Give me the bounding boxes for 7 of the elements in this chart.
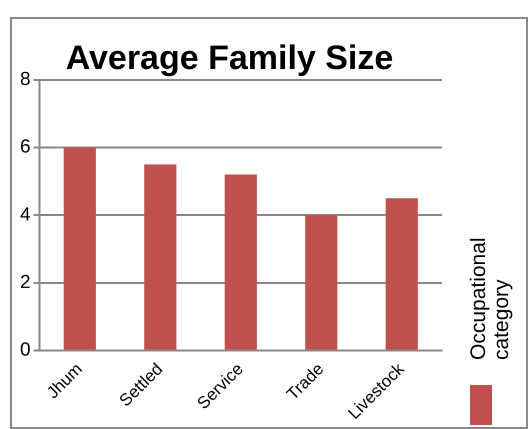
y-tick-label: 0 <box>20 340 31 361</box>
y-tick-label: 6 <box>20 136 31 158</box>
text: Occupational category <box>467 236 514 360</box>
chart-title: Average Family Size <box>66 38 394 77</box>
y-tick-label: 2 <box>20 272 31 294</box>
y-tick-label: 4 <box>20 204 31 226</box>
y-tick-label: 8 <box>20 69 31 90</box>
